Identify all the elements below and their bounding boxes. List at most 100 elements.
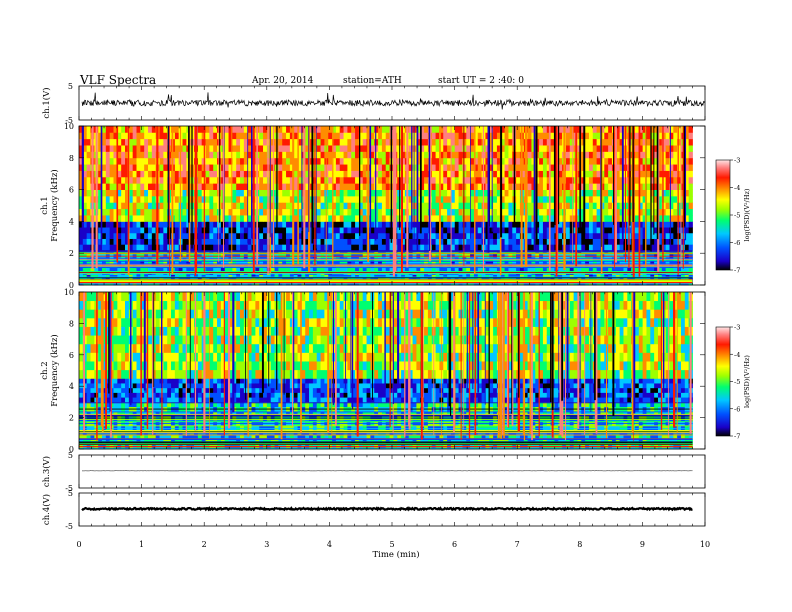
ch1-spectrogram-cell (259, 253, 264, 258)
ch1-spectrogram-cell (569, 274, 575, 279)
ch1-spectrogram-cell (113, 157, 118, 165)
ch1-spectrogram-cell (347, 151, 352, 159)
ch1-spectrogram-cell (144, 227, 149, 234)
ch1-spectrogram-cell (531, 157, 536, 165)
ch1-spectrogram-cell (159, 253, 164, 258)
ch1-spectrogram-cell (435, 138, 440, 146)
ch1-spectrogram-cell (450, 183, 456, 190)
ch1-spectrogram-cell (79, 208, 84, 216)
ch1-spectrogram-cell (228, 232, 233, 239)
ch1-spectrogram-cell (565, 221, 571, 228)
ch1-spectrogram-cell (450, 227, 456, 234)
ch1-spectrogram-cell (508, 189, 513, 197)
ch1-spectrogram-cell (343, 232, 348, 239)
ch1-spectrogram-cell (117, 138, 122, 146)
ch1-spectrogram-cell (500, 183, 505, 190)
ch1-spectrogram-cell (592, 244, 598, 251)
ch1-spectrogram-cell (596, 232, 601, 239)
ch1-spectrogram-cell (554, 274, 559, 279)
ch1-spectrogram-cell (320, 151, 325, 159)
ch1-spectrogram-cell (401, 238, 406, 245)
ch1-spectrogram-cell (608, 151, 613, 159)
ch1-spectrogram-cell (454, 170, 459, 178)
ch1-spectrogram-cell (125, 274, 130, 279)
ch1-spectrogram-cell (508, 183, 513, 190)
ch1-spectrogram-cell (439, 138, 444, 146)
ch1-spectrogram-cell (293, 164, 298, 171)
ch1-spectrogram-cell (546, 157, 552, 165)
ch1-spectrogram-cell (546, 238, 552, 245)
ch1-spectrogram-cell (458, 132, 463, 140)
ch1-spectrogram-cell (128, 260, 134, 265)
ch1-spectrogram-cell (144, 267, 149, 272)
ch1-spectrogram-cell (362, 244, 367, 251)
ch1-spectrogram-cell (458, 232, 463, 239)
ch1-spectrogram-cell (174, 208, 180, 216)
ch1-spectrogram-cell (558, 195, 563, 203)
ch1-spectrogram-cell (140, 274, 145, 279)
ch1-spectrogram-cell (209, 157, 214, 165)
ch1-spectrogram-cell (596, 195, 601, 203)
ch1-spectrogram-cell (496, 132, 502, 140)
ch1-spectrogram-cell (665, 238, 670, 245)
ch1-spectrogram-cell (220, 232, 226, 239)
ch1-spectrogram-cell (634, 132, 640, 140)
ch1-spectrogram-cell (539, 215, 544, 222)
ch1-spectrogram-cell (412, 145, 417, 152)
ch1-spectrogram-cell (297, 260, 302, 265)
ch1-spectrogram-cell (86, 215, 91, 222)
ch1-spectrogram-cell (117, 157, 122, 165)
ch1-spectrogram-cell (619, 238, 624, 245)
ch1-spectrogram-cell (286, 145, 291, 152)
ch1-spectrogram-cell (190, 267, 195, 272)
ch1-spectrogram-cell (450, 267, 456, 272)
ch1-spectrogram-cell (661, 221, 667, 228)
ch1-spectrogram-cell (424, 132, 429, 140)
ch1-spectrogram-cell (443, 145, 448, 152)
ch1-spectrogram-cell (619, 274, 624, 279)
ch1-spectrogram-cell (136, 260, 141, 265)
ch1-spectrogram-cell (335, 176, 341, 184)
ch1-spectrogram-cell (684, 183, 690, 190)
ch1-spectrogram-cell (247, 164, 252, 171)
ch1-spectrogram-cell (132, 267, 137, 272)
ch1-spectrogram-cell (489, 260, 494, 265)
ch1-spectrogram-cell (105, 221, 111, 228)
ch1-spectrogram-cell (159, 151, 164, 159)
ch1-spectrogram-cell (355, 164, 360, 171)
ch1-spectrogram-cell (217, 221, 222, 228)
ch1-spectrogram-cell (182, 244, 187, 251)
ch1-spectrogram-cell (194, 274, 199, 279)
ch1-spectrogram-cell (102, 151, 107, 159)
ch1-ylabel: ch.1(V) (41, 87, 52, 118)
ch1-spectrogram-cell (542, 195, 548, 203)
ch1-spectrogram-cell (500, 157, 505, 165)
ch1-spectrogram-cell (113, 274, 118, 279)
ch1-spectrogram-cell (447, 215, 452, 222)
ch1-spectrogram-cell (174, 138, 180, 146)
ch1-spectrogram-cell (217, 164, 222, 171)
ch1-spectrogram-cell (504, 151, 509, 159)
ch1-spectrogram-cell (669, 126, 674, 133)
ch1-spectrogram-cell (489, 208, 494, 216)
ch1-spectrogram-cell (527, 170, 532, 178)
ch1-spectrogram-cell (600, 138, 605, 146)
ch1-spectrogram-cell (140, 157, 145, 165)
ch1-spectrogram-cell (102, 176, 107, 184)
ch1-spectrogram-cell (473, 238, 479, 245)
ch1-spectrogram-cell (286, 208, 291, 216)
ch1-spectrogram-cell (282, 151, 287, 159)
ch1-spectrogram-cell (424, 195, 429, 203)
ch1-spectrogram-cell (508, 176, 513, 184)
ch1-spectrogram-cell (516, 189, 521, 197)
ch1-spectrogram-cell (385, 238, 390, 245)
ch1-spectrogram-cell (489, 151, 494, 159)
ch1-spectrogram-cell (343, 176, 348, 184)
ch1-spectrogram-cell (634, 157, 640, 165)
ch1-spectrogram-cell (516, 170, 521, 178)
ch1-spectrogram-cell (634, 151, 640, 159)
ch1-spectrogram-cell (462, 227, 467, 234)
ch1-spectrogram-cell (128, 221, 134, 228)
ch1-spectrogram-cell (355, 170, 360, 178)
ch1-spectrogram-cell (209, 227, 214, 234)
